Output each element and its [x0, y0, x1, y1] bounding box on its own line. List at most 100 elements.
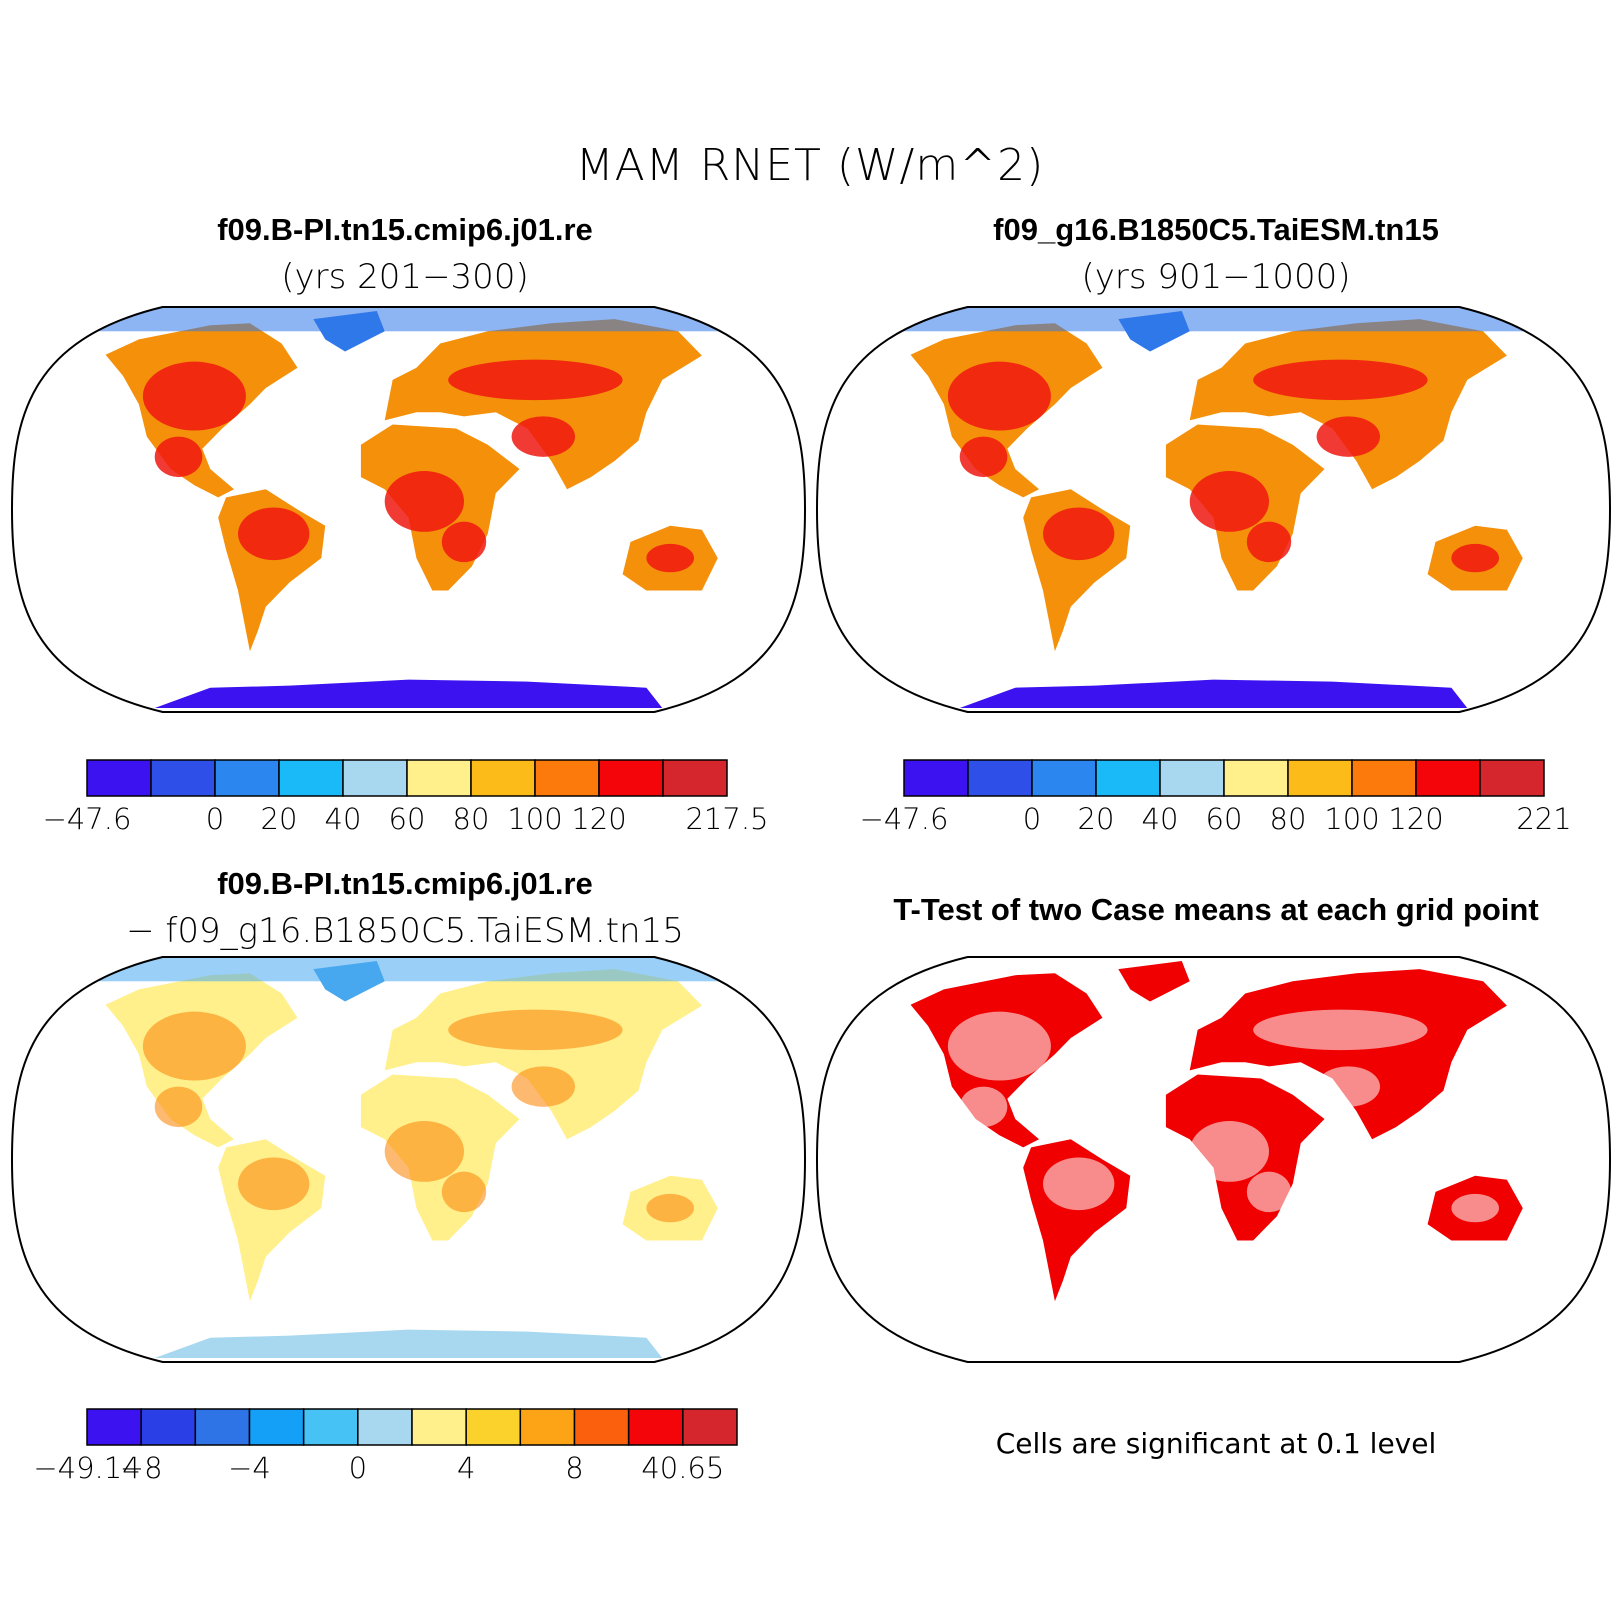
landmass-greenland — [1118, 961, 1189, 1002]
field-patch — [1316, 1066, 1381, 1107]
colorbar-box — [194, 1408, 251, 1446]
colorbar-tick-label: 20 — [261, 802, 298, 836]
colorbar-box — [598, 759, 664, 797]
colorbar-tick-label: 20 — [1078, 802, 1115, 836]
colorbar-box — [465, 1408, 522, 1446]
field-patch — [154, 1086, 203, 1128]
field-patch — [959, 436, 1008, 478]
colorbar-box — [86, 759, 152, 797]
field-patch — [238, 507, 310, 561]
field-patch — [384, 1121, 465, 1182]
colorbar-box — [1095, 759, 1161, 797]
colorbar-box — [662, 759, 728, 797]
colorbar-2: −47.6 0 20 40 60 80 100 120 221 — [860, 759, 1572, 836]
colorbar-tick-label: 80 — [453, 802, 490, 836]
field-patch — [1246, 1171, 1292, 1213]
colorbar-box — [1351, 759, 1417, 797]
colorbar-box — [519, 1408, 576, 1446]
panel-3-subtitle: − f09_g16.B1850C5.TaiESM.tn15 — [126, 911, 684, 951]
figure-title: MAM RNET (W/m^2) — [575, 140, 1045, 191]
field-patch — [959, 1086, 1008, 1128]
colorbar-tick-label: 60 — [389, 802, 426, 836]
colorbar-tick-label: −4 — [228, 1451, 271, 1485]
landmass-antarctica — [155, 1330, 663, 1358]
colorbar-box — [411, 1408, 467, 1446]
map-panel-3 — [12, 957, 805, 1362]
map-panel-1 — [12, 307, 805, 712]
landmass-antarctica — [960, 680, 1468, 708]
map-frame — [817, 957, 1610, 1362]
field-patch — [142, 1011, 246, 1081]
colorbar-tick-label: 40 — [325, 802, 362, 836]
map-panel-4 — [817, 957, 1610, 1362]
colorbar-1: −47.6 0 20 40 60 80 100 120 217.5 — [43, 759, 769, 836]
field-patch — [1189, 1121, 1270, 1182]
field-patch — [441, 521, 487, 563]
map-frame — [12, 307, 805, 712]
field-patch — [511, 1066, 576, 1107]
colorbar-tick-label: 100 — [507, 802, 562, 836]
field-patch — [238, 1157, 310, 1211]
colorbar-box — [903, 759, 969, 797]
field-patch — [1451, 543, 1499, 573]
colorbar-box — [150, 759, 216, 797]
colorbar-tick-label: 221 — [1516, 802, 1571, 836]
colorbar-box — [1287, 759, 1353, 797]
colorbar-box — [278, 759, 344, 797]
colorbar-box — [357, 1408, 413, 1446]
panel-4-title: T-Test of two Case means at each grid po… — [893, 892, 1539, 927]
high-latitude-band — [896, 307, 1531, 332]
colorbar-box — [1223, 759, 1289, 797]
significance-note: Cells are significant at 0.1 level — [995, 1427, 1437, 1460]
colorbar-box — [248, 1408, 305, 1446]
colorbar-tick-label: 120 — [1388, 802, 1443, 836]
field-patch — [1253, 359, 1428, 401]
field-patch — [1316, 416, 1381, 457]
high-latitude-band — [91, 957, 726, 982]
field-patch — [154, 436, 203, 478]
map-frame — [817, 307, 1610, 712]
field-patch — [646, 543, 694, 573]
field-patch — [142, 361, 246, 431]
field-patch — [441, 1171, 487, 1213]
colorbar-box — [682, 1408, 738, 1446]
colorbar-tick-label: 0 — [206, 802, 224, 836]
field-patch — [448, 1009, 623, 1051]
colorbar-box — [967, 759, 1033, 797]
colorbar-tick-label: 40 — [1142, 802, 1179, 836]
field-patch — [1246, 521, 1292, 563]
colorbar-box — [1415, 759, 1481, 797]
colorbar-tick-label: 217.5 — [685, 802, 768, 836]
map-panel-2 — [817, 307, 1610, 712]
colorbar-tick-label: 40.65 — [641, 1451, 724, 1485]
field-patch — [646, 1193, 694, 1223]
field-patch — [1451, 1193, 1499, 1223]
colorbar-box — [140, 1408, 197, 1446]
field-patch — [947, 1011, 1051, 1081]
field-patch — [1043, 507, 1115, 561]
colorbar-tick-label: −47.6 — [860, 802, 949, 836]
field-patch — [1253, 1009, 1428, 1051]
landmass-eurasia — [385, 969, 702, 1139]
colorbar-tick-label: −47.6 — [43, 802, 132, 836]
landmass-eurasia — [1190, 319, 1507, 489]
landmass-antarctica — [155, 680, 663, 708]
colorbar-tick-label: 0 — [349, 1451, 367, 1485]
map-frame — [12, 957, 805, 1362]
field-patch — [511, 416, 576, 457]
landmass-eurasia — [1190, 969, 1507, 1139]
panel-3-title: f09.B-PI.tn15.cmip6.j01.re — [217, 866, 593, 901]
colorbar-tick-label: 100 — [1324, 802, 1379, 836]
field-patch — [384, 471, 465, 532]
field-patch — [448, 359, 623, 401]
colorbar-tick-label: 60 — [1206, 802, 1243, 836]
colorbar-box — [342, 759, 408, 797]
high-latitude-band — [91, 307, 726, 332]
colorbar-box — [627, 1408, 684, 1446]
colorbar-box — [573, 1408, 630, 1446]
colorbar-box — [86, 1408, 142, 1446]
panel-1-title: f09.B-PI.tn15.cmip6.j01.re — [217, 212, 593, 247]
colorbar-box — [406, 759, 472, 797]
colorbar-tick-label: 80 — [1270, 802, 1307, 836]
colorbar-tick-label: 0 — [1023, 802, 1041, 836]
